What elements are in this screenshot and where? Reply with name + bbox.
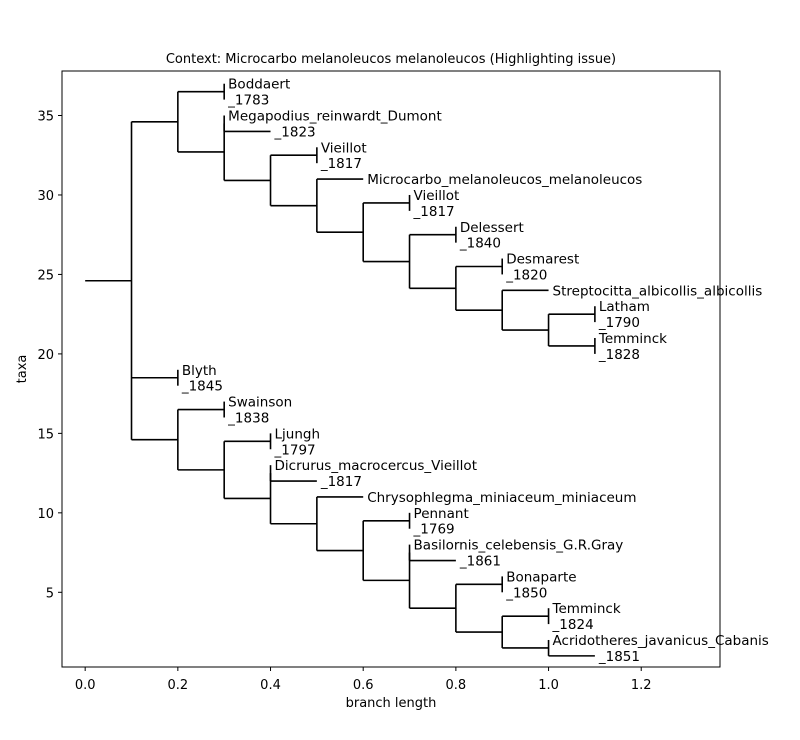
leaf-label: Dicrurus_macrocercus_Vieillot <box>275 458 477 474</box>
leaf-label: Acridotheres_javanicus_Cabanis <box>553 633 769 649</box>
leaf-label: _1845 <box>181 379 223 395</box>
x-tick-label: 0.0 <box>75 678 96 693</box>
leaf-label: Temminck <box>598 331 667 347</box>
x-tick-label: 0.4 <box>260 678 281 693</box>
leaf-label: _1769 <box>413 522 455 538</box>
y-tick-label: 15 <box>37 427 54 442</box>
y-axis-label: taxa <box>15 355 30 384</box>
leaf-label: Streptocitta_albicollis_albicollis <box>553 283 763 299</box>
leaf-label: Basilornis_celebensis_G.R.Gray <box>414 538 624 554</box>
leaf-label: Pennant <box>414 506 469 522</box>
tree-branches <box>85 83 596 657</box>
leaf-label: Delessert <box>460 220 524 236</box>
y-tick-label: 25 <box>37 268 54 283</box>
leaf-label: Swainson <box>228 395 292 411</box>
leaf-label: _1861 <box>459 554 501 570</box>
leaf-label: _1820 <box>505 267 547 283</box>
leaf-label: _1823 <box>274 124 316 140</box>
leaf-label: Latham <box>599 299 650 315</box>
leaf-label: _1824 <box>552 617 594 633</box>
leaf-label: _1790 <box>598 315 640 331</box>
leaf-label: _1851 <box>598 649 640 665</box>
leaf-label: Temminck <box>552 601 621 617</box>
plot-frame <box>61 70 721 668</box>
leaf-label: _1797 <box>274 442 316 458</box>
x-tick-label: 0.8 <box>446 678 467 693</box>
leaf-label: _1838 <box>227 410 269 426</box>
x-axis: 0.0 0.2 0.4 0.6 0.8 1.0 1.2 <box>75 667 652 693</box>
x-tick-label: 1.0 <box>538 678 559 693</box>
leaf-label: _1840 <box>459 236 501 252</box>
leaf-label: Blyth <box>182 363 217 379</box>
leaf-label: _1817 <box>320 474 362 490</box>
y-tick-label: 10 <box>37 507 54 522</box>
leaf-label: Bonaparte <box>506 569 576 585</box>
leaf-label: _1850 <box>505 585 547 601</box>
leaf-label: Boddaert <box>228 77 290 93</box>
x-axis-label: branch length <box>346 696 437 711</box>
leaf-label: Microcarbo_melanoleucos_melanoleucos <box>367 172 642 188</box>
leaf-label: _1817 <box>413 204 455 220</box>
y-axis: 5 10 15 20 25 30 35 <box>37 110 62 601</box>
chart-title: Context: Microcarbo melanoleucos melanol… <box>166 52 616 67</box>
leaf-label: _1817 <box>320 156 362 172</box>
x-tick-label: 1.2 <box>631 678 652 693</box>
leaf-label: Vieillot <box>414 188 460 204</box>
leaf-label: Ljungh <box>275 426 321 442</box>
x-tick-label: 0.6 <box>353 678 374 693</box>
leaf-label: _1783 <box>227 93 269 109</box>
y-tick-label: 35 <box>37 110 54 125</box>
leaf-label: Chrysophlegma_miniaceum_miniaceum <box>367 490 636 506</box>
y-tick-label: 20 <box>37 348 54 363</box>
leaf-label: Desmarest <box>506 252 579 268</box>
leaf-label: _1828 <box>598 347 640 363</box>
leaf-labels: _1851Acridotheres_javanicus_Cabanis_1824… <box>181 77 769 665</box>
y-tick-label: 30 <box>37 189 54 204</box>
leaf-label: Vieillot <box>321 140 367 156</box>
leaf-label: Megapodius_reinwardt_Dumont <box>228 109 442 125</box>
x-tick-label: 0.2 <box>168 678 189 693</box>
y-tick-label: 5 <box>46 586 54 601</box>
